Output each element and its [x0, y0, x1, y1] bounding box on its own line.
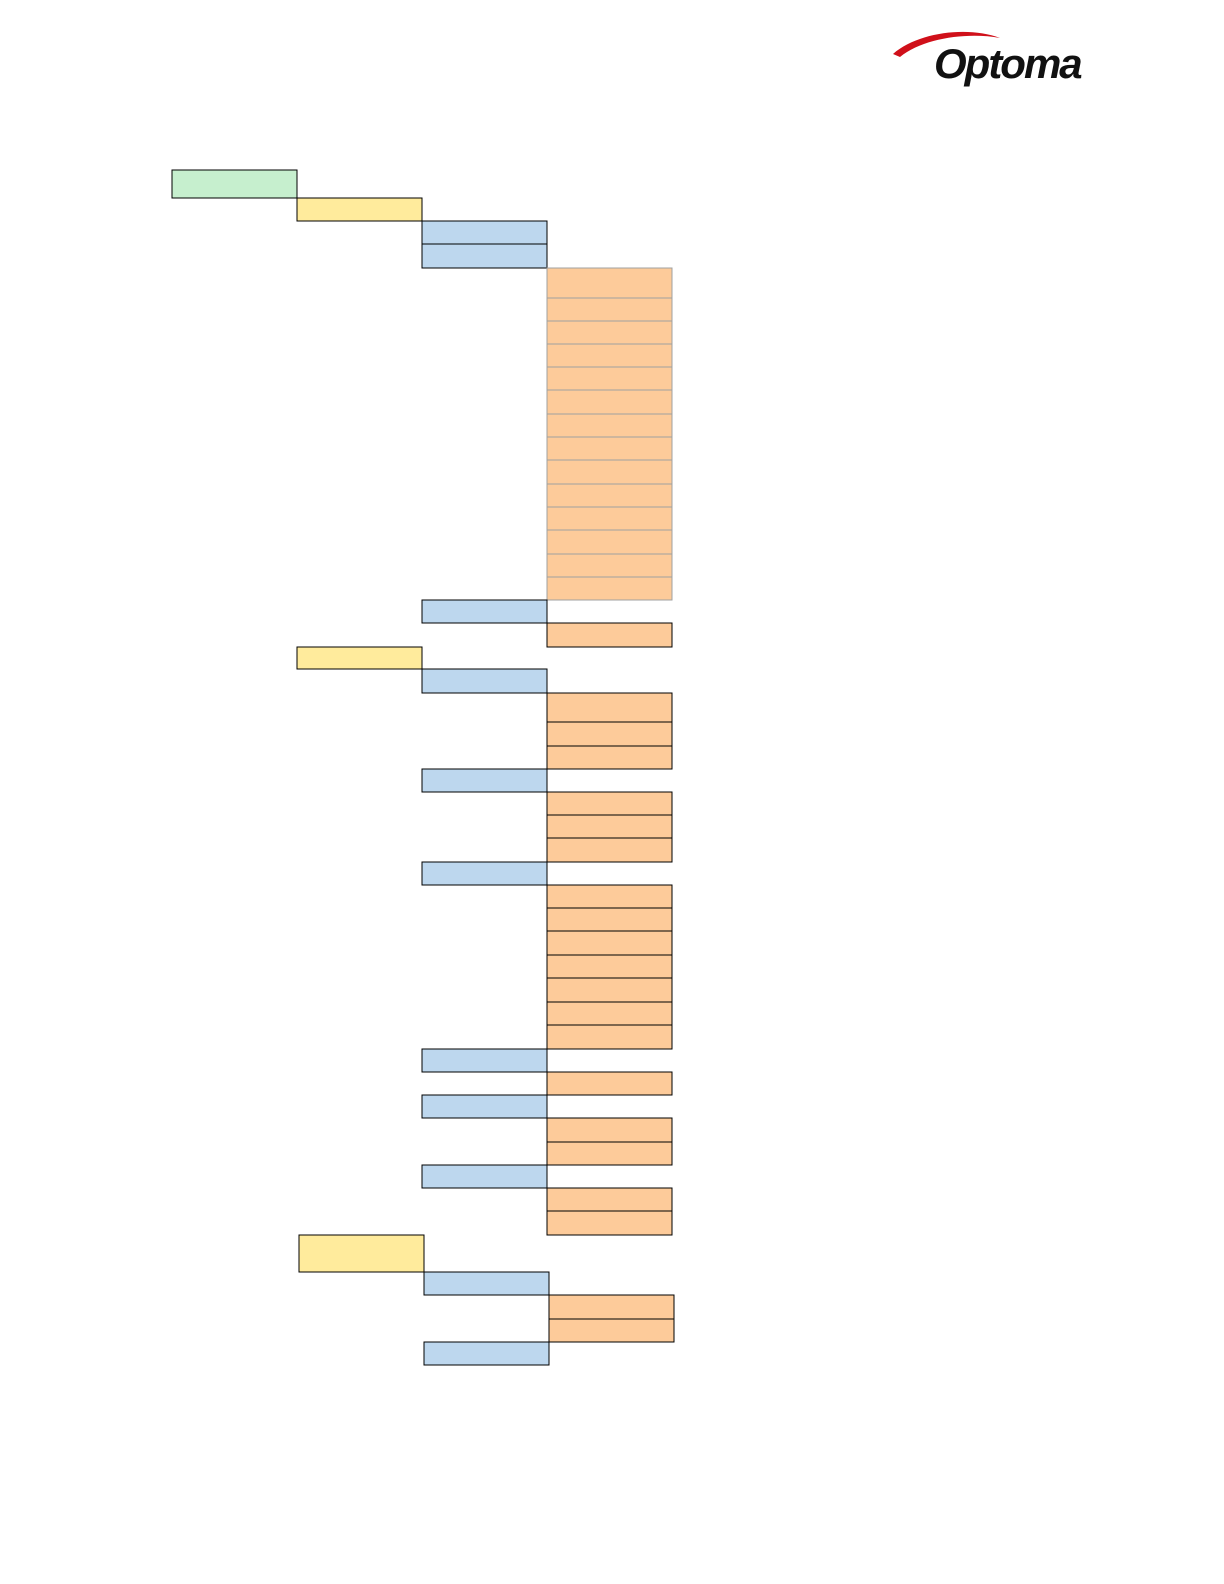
- menu-box: [546, 884, 673, 909]
- logo-swoosh: [893, 31, 1000, 57]
- logo-text: Optoma: [934, 40, 1082, 87]
- menu-box: [546, 389, 673, 415]
- menu-box: [546, 576, 673, 601]
- menu-box: [546, 791, 673, 816]
- menu-box: [546, 506, 673, 531]
- menu-box: [421, 243, 548, 269]
- menu-box: [546, 930, 673, 956]
- menu-box: [546, 907, 673, 932]
- menu-box: [546, 692, 673, 723]
- menu-box: [546, 320, 673, 345]
- menu-box: [546, 977, 673, 1003]
- menu-box: [546, 1117, 673, 1143]
- menu-box: [546, 297, 673, 322]
- menu-box: [548, 1294, 675, 1320]
- menu-box: [296, 646, 423, 670]
- menu-box: [421, 1048, 548, 1073]
- menu-box: [546, 721, 673, 747]
- menu-box: [421, 1094, 548, 1119]
- menu-box: [546, 483, 673, 508]
- menu-box: [546, 267, 673, 299]
- menu-box: [546, 459, 673, 485]
- menu-box: [546, 413, 673, 438]
- menu-box: [546, 1210, 673, 1236]
- menu-box: [546, 1001, 673, 1026]
- menu-box: [171, 169, 298, 199]
- menu-box: [546, 954, 673, 979]
- menu-box: [546, 1187, 673, 1212]
- menu-box: [546, 553, 673, 578]
- menu-box: [546, 745, 673, 770]
- menu-box: [423, 1341, 550, 1366]
- logo: Optoma: [893, 31, 1084, 87]
- menu-box: [546, 529, 673, 555]
- menu-box: [421, 768, 548, 793]
- menu-box: [546, 1141, 673, 1166]
- menu-box: [421, 1164, 548, 1189]
- menu-box: [423, 1271, 550, 1296]
- menu-box: [296, 197, 423, 222]
- menu-box: [546, 343, 673, 368]
- menu-box: [298, 1234, 425, 1273]
- menu-box: [421, 220, 548, 245]
- menu-box: [546, 622, 673, 648]
- menu-box: [421, 668, 548, 694]
- menu-box: [546, 1071, 673, 1096]
- menu-box: [546, 814, 673, 839]
- menu-box: [421, 861, 548, 886]
- menu-box: [546, 837, 673, 863]
- menu-box: [546, 1024, 673, 1050]
- menu-box: [548, 1318, 675, 1343]
- menu-box: [546, 436, 673, 461]
- menu-box: [546, 366, 673, 391]
- menu-box: [421, 599, 548, 624]
